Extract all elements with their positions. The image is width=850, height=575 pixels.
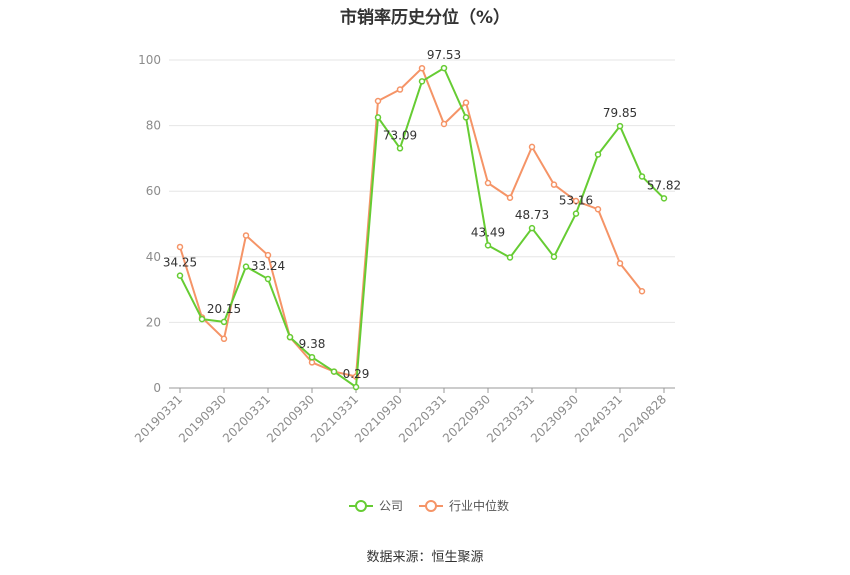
legend-label: 公司 — [379, 499, 403, 513]
data-point — [462, 114, 470, 121]
data-label: 33.24 — [251, 259, 285, 273]
data-point — [220, 335, 228, 343]
data-point — [176, 272, 184, 279]
chart-title: 市销率历史分位（%） — [339, 8, 511, 28]
data-label: 0.29 — [343, 367, 370, 381]
data-label: 97.53 — [427, 48, 461, 62]
legend-swatch-marker — [355, 500, 367, 512]
legend-swatch-marker — [425, 500, 437, 512]
legend: 公司 行业中位数 — [349, 498, 509, 513]
data-point — [440, 120, 448, 128]
y-tick-label: 100 — [138, 53, 161, 67]
data-point — [396, 145, 404, 152]
data-point — [484, 242, 492, 249]
data-label: 73.09 — [383, 128, 417, 142]
data-point — [330, 368, 338, 375]
data-point — [484, 179, 492, 187]
data-label: 9.38 — [299, 337, 326, 351]
series-line — [179, 67, 665, 388]
data-point — [506, 194, 514, 202]
data-label: 79.85 — [603, 106, 637, 120]
data-point — [198, 315, 206, 323]
y-tick-label: 60 — [146, 184, 161, 198]
data-point — [594, 205, 602, 213]
data-point — [528, 224, 536, 232]
y-tick-label: 20 — [146, 315, 161, 329]
data-label: 53.16 — [559, 194, 593, 208]
data-point — [308, 353, 316, 361]
y-tick-label: 0 — [153, 381, 161, 395]
y-tick-label: 40 — [146, 250, 161, 264]
data-point — [352, 383, 360, 391]
data-point — [308, 359, 316, 366]
data-label: 43.49 — [471, 225, 505, 239]
data-point — [418, 78, 426, 85]
data-point — [418, 64, 426, 72]
data-point — [242, 232, 250, 239]
data-label: 20.15 — [207, 302, 241, 316]
data-point — [264, 275, 272, 283]
data-label: 48.73 — [515, 208, 549, 222]
data-point — [396, 86, 404, 93]
data-point — [176, 243, 184, 251]
series-line — [179, 67, 643, 378]
data-point — [550, 253, 558, 261]
x-tick-label: 20240828 — [616, 392, 669, 445]
y-tick-label: 80 — [146, 119, 161, 133]
data-source-note: 数据来源：恒生聚源 — [366, 550, 484, 565]
data-point — [638, 173, 646, 180]
data-labels: 34.25 20.15 33.24 9.38 0.29 73.09 97.53 43.49 48… — [163, 48, 681, 381]
data-point — [660, 195, 668, 202]
data-point — [462, 99, 470, 106]
data-point — [374, 97, 382, 105]
grid-lines — [169, 59, 675, 323]
data-point — [374, 114, 382, 121]
data-point — [616, 260, 624, 267]
data-point — [572, 197, 580, 205]
data-point — [440, 64, 448, 72]
data-point — [528, 143, 536, 151]
data-point — [220, 318, 228, 326]
data-point — [594, 151, 602, 158]
data-label: 34.25 — [163, 256, 197, 270]
data-point — [264, 251, 272, 259]
data-point — [572, 210, 580, 217]
data-point — [242, 263, 250, 270]
data-point — [550, 181, 558, 188]
data-point — [616, 122, 624, 130]
legend-label: 行业中位数 — [449, 498, 509, 513]
data-label: 57.82 — [647, 178, 681, 192]
data-point — [506, 254, 514, 261]
axes: 0204060801002019033120190930202003312020… — [132, 53, 675, 445]
data-point — [286, 333, 294, 341]
series-layer — [176, 64, 668, 391]
data-point — [638, 287, 646, 295]
